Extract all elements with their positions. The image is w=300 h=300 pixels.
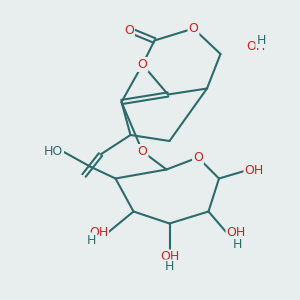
Text: O: O	[193, 151, 203, 164]
Text: OH: OH	[89, 226, 108, 239]
Text: O: O	[138, 145, 147, 158]
Text: O: O	[124, 23, 134, 37]
Text: OH: OH	[160, 250, 179, 263]
Text: HO: HO	[44, 145, 63, 158]
Text: H: H	[165, 260, 174, 274]
Text: OH: OH	[244, 164, 264, 178]
Text: O: O	[189, 22, 198, 35]
Text: OH: OH	[226, 226, 246, 239]
Text: H: H	[87, 233, 96, 247]
Text: H: H	[232, 238, 242, 251]
Text: OH: OH	[246, 40, 265, 53]
Text: O: O	[138, 58, 147, 71]
Text: H: H	[256, 34, 266, 47]
